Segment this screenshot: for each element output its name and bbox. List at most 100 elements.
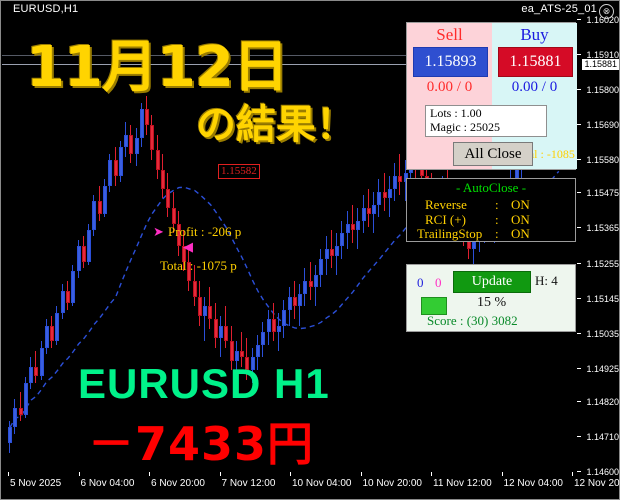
candlestick xyxy=(150,115,155,161)
candle-body xyxy=(324,249,329,259)
candle-body xyxy=(234,351,239,361)
candlestick xyxy=(66,281,71,310)
candlestick xyxy=(208,287,213,329)
price-tick-label: 1.15255 xyxy=(586,258,619,269)
price-tick-label: 1.15035 xyxy=(586,328,619,339)
score-counter-blue: 0 xyxy=(417,275,424,290)
candle-wick xyxy=(19,392,21,422)
candlestick xyxy=(197,281,202,326)
candlestick xyxy=(271,303,276,342)
candlestick xyxy=(171,191,176,234)
status-swatch xyxy=(421,297,447,315)
candle-body xyxy=(403,172,408,183)
candlestick xyxy=(139,102,144,148)
autoclose-key: TrailingStop xyxy=(417,226,483,241)
candle-body xyxy=(340,233,345,246)
candle-body xyxy=(303,281,308,294)
candlestick xyxy=(118,140,123,183)
candlestick xyxy=(8,421,12,453)
percent-label: 15 % xyxy=(477,295,507,310)
overlay-amount-label: －7433円 xyxy=(88,417,315,471)
candle-body xyxy=(245,357,250,371)
candlestick xyxy=(97,185,102,221)
candle-body xyxy=(97,201,102,215)
score-box: 0 0 Update H: 4 15 % Score : (30) 3082 xyxy=(406,264,576,332)
lots-magic-box[interactable]: Lots : 1.00 Magic : 25025 xyxy=(425,105,547,137)
candle-body xyxy=(208,306,213,320)
time-tick-label: 10 Nov 04:00 xyxy=(292,478,352,489)
candle-body xyxy=(329,249,334,256)
candlestick xyxy=(23,376,28,418)
price-tick-label: 1.14710 xyxy=(586,431,619,442)
candle-body xyxy=(150,125,155,151)
sell-price-button[interactable]: 1.15893 xyxy=(413,47,488,77)
candle-body xyxy=(55,312,60,342)
candlestick xyxy=(287,287,292,326)
chart-total-label: Total : -1075 p xyxy=(160,258,237,273)
price-axis[interactable] xyxy=(574,20,618,472)
autoclose-key: RCI (+) xyxy=(425,212,466,227)
candlestick xyxy=(29,357,34,390)
candlestick xyxy=(155,134,160,180)
price-tick-label: 1.14600 xyxy=(586,467,619,477)
chart-profit-label: Profit : -206 p xyxy=(168,224,242,239)
candle-body xyxy=(350,223,355,231)
candle-body xyxy=(250,357,255,371)
candle-body xyxy=(271,319,276,332)
current-price-tag: 1.15881 xyxy=(582,59,619,71)
autoclose-value: ON xyxy=(511,226,530,241)
candlestick xyxy=(124,121,129,157)
time-tick-label: 12 Nov 04:00 xyxy=(503,478,564,489)
candlestick xyxy=(329,230,334,269)
autoclose-sep: : xyxy=(495,226,499,241)
magic-row: Magic : 25025 xyxy=(430,120,500,134)
candlestick xyxy=(266,309,271,345)
all-close-button[interactable]: All Close xyxy=(453,142,533,166)
candlestick xyxy=(229,325,234,371)
candle-body xyxy=(81,245,86,262)
candle-body xyxy=(44,325,49,348)
autoclose-value: ON xyxy=(511,212,530,227)
price-tick-label: 1.14820 xyxy=(586,396,619,407)
candle-body xyxy=(377,191,382,205)
time-axis[interactable]: 5 Nov 2025 6 Nov 04:00 6 Nov 20:00 7 Nov 12… xyxy=(2,472,620,498)
candlestick xyxy=(102,179,107,218)
candlestick xyxy=(18,392,23,422)
close-icon[interactable]: ⊗ xyxy=(599,4,614,19)
candlestick xyxy=(387,175,392,218)
buy-price-button[interactable]: 1.15881 xyxy=(498,47,573,77)
candlestick xyxy=(13,398,18,434)
update-button[interactable]: Update xyxy=(453,271,531,293)
window-title: EURUSD,H1 xyxy=(13,3,79,15)
candlestick xyxy=(335,233,340,275)
candle-body xyxy=(398,175,403,183)
candlestick xyxy=(129,125,134,164)
candlestick xyxy=(314,265,319,307)
autoclose-value: ON xyxy=(511,197,530,212)
candle-wick xyxy=(399,153,401,196)
candlestick xyxy=(324,236,329,275)
candlestick xyxy=(393,163,398,202)
entry-arrow-icon: ➤ xyxy=(153,224,164,239)
candle-body xyxy=(134,137,139,154)
candlestick xyxy=(303,268,308,307)
candle-body xyxy=(108,160,113,186)
buy-title: Buy xyxy=(520,25,549,44)
candle-body xyxy=(319,258,324,275)
candle-body xyxy=(197,296,202,316)
candlestick xyxy=(403,160,408,202)
candlestick xyxy=(240,331,245,367)
candlestick xyxy=(187,249,192,291)
candle-wick xyxy=(278,312,280,352)
candle-body xyxy=(345,223,350,234)
current-price-line xyxy=(2,64,576,66)
price-tick-label: 1.15365 xyxy=(586,223,619,234)
candle-wick xyxy=(241,331,243,367)
ea-trade-box: Sell 1.15893 0.00 / 0 Buy 1.15881 0.00 /… xyxy=(406,22,577,170)
candlestick xyxy=(298,284,303,326)
candle-body xyxy=(372,204,377,215)
candlestick xyxy=(261,322,266,358)
time-tick-label: 6 Nov 04:00 xyxy=(80,478,135,489)
candle-body xyxy=(292,296,297,307)
